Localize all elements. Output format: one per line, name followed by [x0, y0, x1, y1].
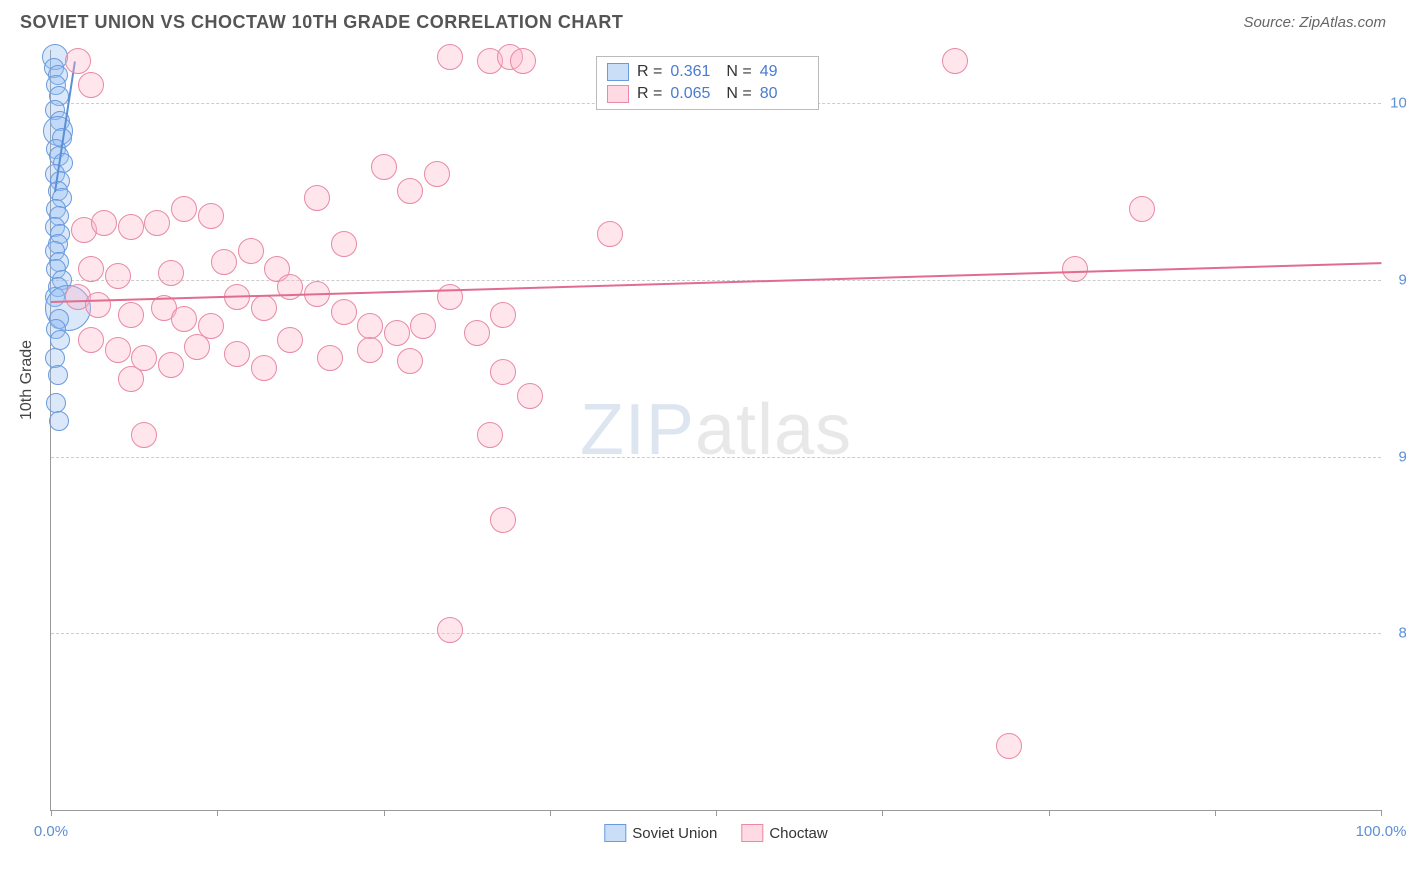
- data-point: [490, 359, 516, 385]
- legend-item: Soviet Union: [604, 824, 717, 842]
- data-point: [1129, 196, 1155, 222]
- y-axis-title: 10th Grade: [18, 340, 36, 420]
- r-label: R =: [637, 85, 662, 103]
- x-tick: [217, 810, 218, 816]
- data-point: [171, 306, 197, 332]
- data-point: [490, 302, 516, 328]
- legend-swatch: [607, 63, 629, 81]
- data-point: [464, 320, 490, 346]
- watermark-part1: ZIP: [580, 390, 695, 470]
- y-tick-label: 90.0%: [1386, 448, 1406, 465]
- data-point: [477, 422, 503, 448]
- data-point: [942, 48, 968, 74]
- watermark-part2: atlas: [695, 390, 852, 470]
- x-tick: [716, 810, 717, 816]
- data-point: [1062, 256, 1088, 282]
- y-tick-label: 100.0%: [1386, 95, 1406, 112]
- legend-row: R = 0.065 N = 80: [607, 83, 808, 105]
- n-label: N =: [726, 85, 751, 103]
- data-point: [251, 295, 277, 321]
- data-point: [304, 185, 330, 211]
- x-tick: [1215, 810, 1216, 816]
- data-point: [48, 365, 68, 385]
- data-point: [118, 302, 144, 328]
- legend-label: Soviet Union: [632, 825, 717, 842]
- data-point: [144, 210, 170, 236]
- x-tick: [1381, 810, 1382, 816]
- header: SOVIET UNION VS CHOCTAW 10TH GRADE CORRE…: [0, 0, 1406, 41]
- data-point: [317, 345, 343, 371]
- data-point: [517, 383, 543, 409]
- data-point: [371, 154, 397, 180]
- trend-line: [51, 262, 1381, 303]
- data-point: [331, 299, 357, 325]
- data-point: [211, 249, 237, 275]
- correlation-legend: R = 0.361 N = 49 R = 0.065 N = 80: [596, 56, 819, 110]
- data-point: [224, 341, 250, 367]
- gridline: [51, 457, 1381, 458]
- data-point: [118, 214, 144, 240]
- data-point: [91, 210, 117, 236]
- x-tick: [550, 810, 551, 816]
- data-point: [238, 238, 264, 264]
- x-tick: [384, 810, 385, 816]
- data-point: [410, 313, 436, 339]
- data-point: [384, 320, 410, 346]
- data-point: [251, 355, 277, 381]
- r-label: R =: [637, 63, 662, 81]
- data-point: [158, 260, 184, 286]
- data-point: [158, 352, 184, 378]
- x-tick: [1049, 810, 1050, 816]
- data-point: [198, 203, 224, 229]
- data-point: [331, 231, 357, 257]
- legend-row: R = 0.361 N = 49: [607, 61, 808, 83]
- chart-plot-area: ZIPatlas 85.0%90.0%95.0%100.0%0.0%100.0%…: [50, 50, 1381, 811]
- data-point: [105, 337, 131, 363]
- gridline: [51, 633, 1381, 634]
- data-point: [105, 263, 131, 289]
- data-point: [65, 48, 91, 74]
- legend-swatch: [604, 824, 626, 842]
- watermark: ZIPatlas: [580, 389, 852, 471]
- data-point: [118, 366, 144, 392]
- data-point: [490, 507, 516, 533]
- data-point: [597, 221, 623, 247]
- data-point: [357, 337, 383, 363]
- data-point: [397, 348, 423, 374]
- data-point: [437, 617, 463, 643]
- data-point: [85, 292, 111, 318]
- n-value: 80: [760, 85, 808, 103]
- data-point: [397, 178, 423, 204]
- data-point: [510, 48, 536, 74]
- data-point: [437, 44, 463, 70]
- legend-item: Choctaw: [741, 824, 827, 842]
- data-point: [78, 72, 104, 98]
- n-value: 49: [760, 63, 808, 81]
- x-tick: [51, 810, 52, 816]
- data-point: [357, 313, 383, 339]
- n-label: N =: [726, 63, 751, 81]
- x-tick: [882, 810, 883, 816]
- y-tick-label: 95.0%: [1386, 271, 1406, 288]
- data-point: [424, 161, 450, 187]
- data-point: [184, 334, 210, 360]
- y-tick-label: 85.0%: [1386, 625, 1406, 642]
- source-attribution: Source: ZipAtlas.com: [1243, 14, 1386, 31]
- data-point: [78, 327, 104, 353]
- x-axis-label: 100.0%: [1356, 823, 1406, 840]
- series-legend: Soviet Union Choctaw: [604, 824, 827, 842]
- legend-label: Choctaw: [769, 825, 827, 842]
- legend-swatch: [741, 824, 763, 842]
- data-point: [49, 411, 69, 431]
- r-value: 0.361: [670, 63, 718, 81]
- data-point: [996, 733, 1022, 759]
- x-axis-label: 0.0%: [34, 823, 68, 840]
- r-value: 0.065: [670, 85, 718, 103]
- data-point: [131, 422, 157, 448]
- chart-title: SOVIET UNION VS CHOCTAW 10TH GRADE CORRE…: [20, 12, 623, 33]
- data-point: [277, 327, 303, 353]
- data-point: [171, 196, 197, 222]
- data-point: [78, 256, 104, 282]
- legend-swatch: [607, 85, 629, 103]
